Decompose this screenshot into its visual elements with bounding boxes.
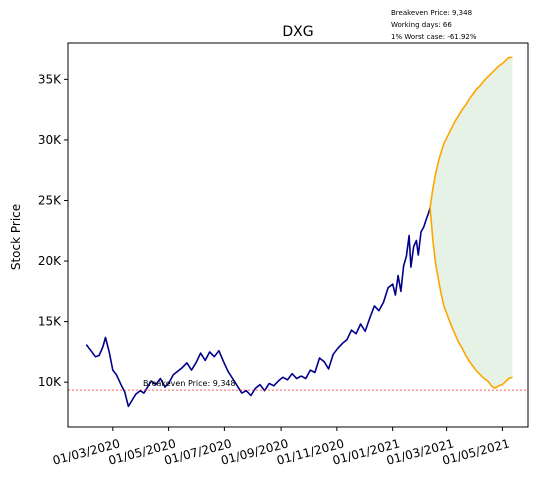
y-tick-label: 20K [38,254,62,268]
y-tick-label: 30K [38,133,62,147]
x-axis: 01/03/202001/05/202001/07/202001/09/2020… [51,427,511,468]
series-layer [85,56,513,408]
upper-band-line [429,56,513,208]
y-tick-label: 10K [38,375,62,389]
y-axis: 10K 15K 20K 25K 30K 35K [38,72,68,389]
info-breakeven: Breakeven Price: 9,348 [391,9,473,17]
y-tick-label: 25K [38,193,62,207]
y-tick-label: 15K [38,315,62,329]
confidence-fill-layer [430,57,513,389]
breakeven-line-label: Breakeven Price: 9,348 [143,379,236,388]
info-worst-case: 1% Worst case: -61.92% [391,33,477,41]
confidence-fill-area [430,57,513,389]
y-axis-label: Stock Price [9,204,23,270]
y-tick-label: 35K [38,72,62,86]
info-working-days: Working days: 66 [391,21,452,29]
lower-band-line [429,207,513,390]
price-history-line [85,207,431,408]
chart-title: DXG [282,24,313,40]
plot-frame [67,42,529,428]
